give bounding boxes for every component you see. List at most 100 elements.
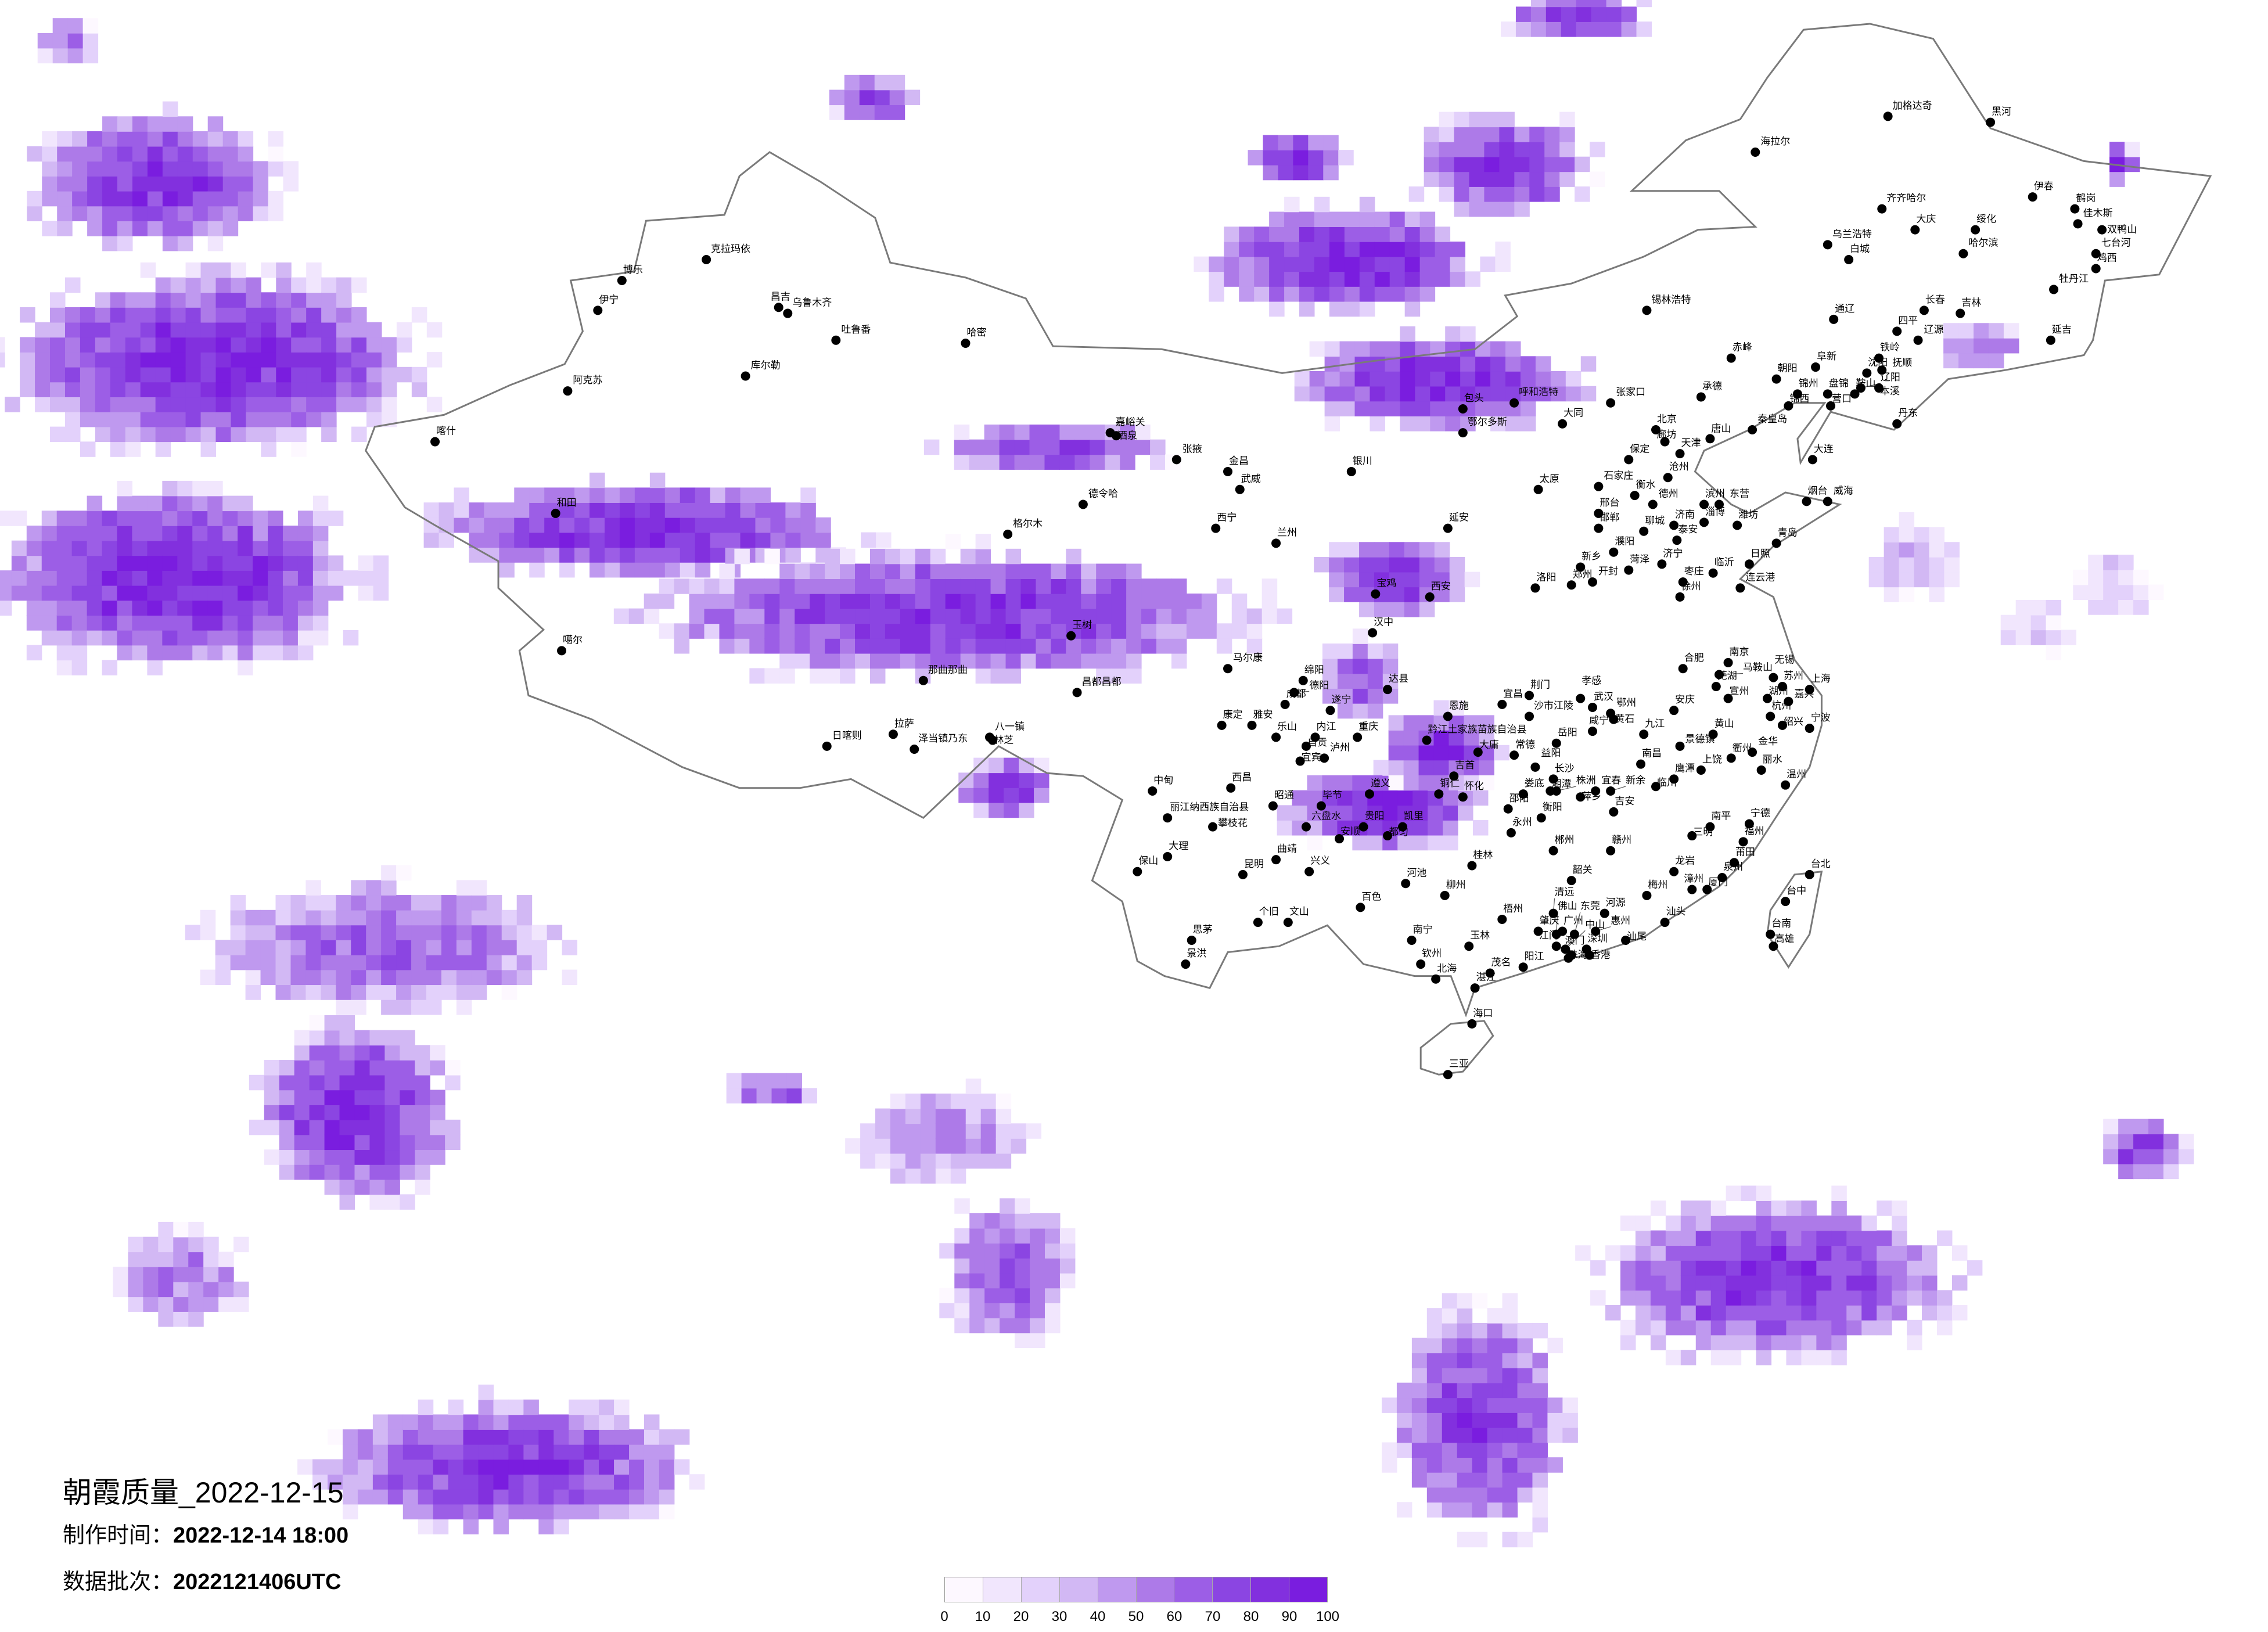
quality-cell bbox=[860, 1138, 876, 1154]
quality-cell bbox=[87, 525, 103, 541]
quality-cell bbox=[939, 1243, 955, 1259]
quality-cell bbox=[200, 382, 217, 398]
quality-cell bbox=[1892, 1215, 1907, 1231]
city-dot bbox=[1669, 867, 1679, 876]
city-label: 和田 bbox=[557, 497, 577, 509]
city-label: 盘锦 bbox=[1829, 378, 1849, 389]
quality-cell bbox=[387, 1429, 404, 1445]
city-dot bbox=[1708, 568, 1718, 578]
city-marker: 景洪 bbox=[1181, 948, 1206, 969]
quality-cell bbox=[351, 940, 366, 955]
quality-cell bbox=[2103, 599, 2119, 615]
quality-cell bbox=[117, 511, 133, 526]
quality-cell bbox=[2118, 569, 2134, 585]
quality-cell bbox=[279, 1090, 295, 1105]
city-label: 大庸 bbox=[1479, 739, 1499, 751]
quality-cell bbox=[426, 322, 443, 338]
city-dot bbox=[1856, 383, 1866, 393]
quality-cell bbox=[1445, 326, 1461, 342]
quality-cell bbox=[1074, 454, 1090, 470]
quality-cell bbox=[50, 382, 66, 398]
quality-cell bbox=[1974, 323, 1989, 339]
quality-cell bbox=[373, 585, 389, 601]
city-label: 西安 bbox=[1431, 581, 1451, 592]
quality-cell bbox=[433, 1429, 449, 1445]
quality-cell bbox=[463, 1444, 479, 1460]
quality-cell bbox=[1635, 1215, 1651, 1231]
city-marker: 茂名 bbox=[1485, 957, 1511, 978]
city-dot bbox=[1687, 885, 1697, 894]
quality-cell bbox=[1419, 211, 1436, 228]
quality-cell bbox=[1389, 256, 1406, 272]
quality-cell bbox=[1460, 371, 1476, 387]
quality-cell bbox=[945, 563, 961, 580]
quality-cell bbox=[1044, 1228, 1061, 1244]
quality-cell bbox=[110, 382, 126, 398]
quality-cell bbox=[1958, 337, 1974, 354]
quality-cell bbox=[1430, 386, 1446, 402]
quality-cell bbox=[1020, 593, 1036, 609]
quality-cell bbox=[1388, 745, 1404, 761]
quality-cell bbox=[158, 1311, 174, 1327]
quality-cell bbox=[538, 1459, 554, 1475]
quality-cell bbox=[297, 585, 314, 601]
quality-cell bbox=[1475, 386, 1491, 402]
quality-cell bbox=[810, 578, 825, 594]
city-label: 滨州 bbox=[1705, 488, 1725, 500]
city-label: 厦门 bbox=[1708, 877, 1728, 889]
quality-cell bbox=[869, 593, 886, 609]
quality-cell bbox=[1450, 271, 1466, 287]
quality-cell bbox=[155, 322, 171, 338]
city-dot bbox=[1756, 765, 1766, 775]
quality-cell bbox=[1590, 1260, 1606, 1276]
quality-cell bbox=[102, 206, 118, 221]
city-marker: 佳木斯 bbox=[2073, 207, 2113, 229]
quality-cell bbox=[2103, 1148, 2119, 1164]
quality-cell bbox=[1269, 241, 1285, 257]
quality-cell bbox=[261, 307, 276, 323]
quality-cell bbox=[1801, 1290, 1817, 1306]
city-label: 铁岭 bbox=[1880, 342, 1900, 354]
quality-cell bbox=[305, 984, 321, 1000]
quality-cell bbox=[786, 1088, 802, 1103]
quality-cell bbox=[508, 1459, 524, 1475]
quality-cell bbox=[1846, 1305, 1862, 1321]
quality-cell bbox=[188, 1311, 204, 1327]
city-dot bbox=[1705, 434, 1715, 444]
city-label: 泽当镇乃东 bbox=[918, 733, 968, 745]
city-marker: 宜春 bbox=[1591, 775, 1621, 796]
quality-cell bbox=[339, 1045, 355, 1061]
quality-cell bbox=[975, 668, 991, 684]
legend-bin bbox=[1136, 1577, 1175, 1602]
quality-cell bbox=[1517, 1338, 1533, 1354]
quality-cell bbox=[1374, 571, 1390, 588]
quality-cell bbox=[82, 48, 99, 64]
quality-cell bbox=[117, 630, 133, 646]
quality-cell bbox=[203, 1266, 219, 1282]
quality-cell bbox=[1907, 1335, 1922, 1350]
quality-cell bbox=[56, 630, 73, 646]
quality-cell bbox=[2030, 614, 2047, 631]
quality-cell bbox=[372, 1429, 389, 1445]
quality-cell bbox=[426, 397, 443, 412]
quality-cell bbox=[1308, 164, 1324, 181]
quality-cell bbox=[430, 1105, 445, 1120]
quality-cell bbox=[1329, 211, 1345, 228]
city-dot bbox=[1320, 753, 1329, 763]
quality-cell bbox=[162, 101, 178, 117]
city-dot bbox=[1744, 819, 1754, 829]
quality-raster bbox=[0, 0, 2194, 1548]
quality-cell bbox=[339, 1119, 355, 1135]
quality-cell bbox=[1442, 1382, 1458, 1399]
quality-cell bbox=[173, 1311, 189, 1327]
quality-cell bbox=[1329, 301, 1345, 317]
quality-cell bbox=[975, 608, 991, 624]
city-marker: 绵阳 bbox=[1298, 664, 1324, 685]
city-dot bbox=[1769, 941, 1778, 951]
quality-cell bbox=[279, 1119, 295, 1135]
city-label: 天津 bbox=[1681, 437, 1701, 449]
city-label: 双鸭山 bbox=[2107, 224, 2137, 236]
quality-cell bbox=[125, 322, 141, 338]
quality-cell bbox=[207, 116, 224, 132]
quality-cell bbox=[1550, 386, 1566, 402]
